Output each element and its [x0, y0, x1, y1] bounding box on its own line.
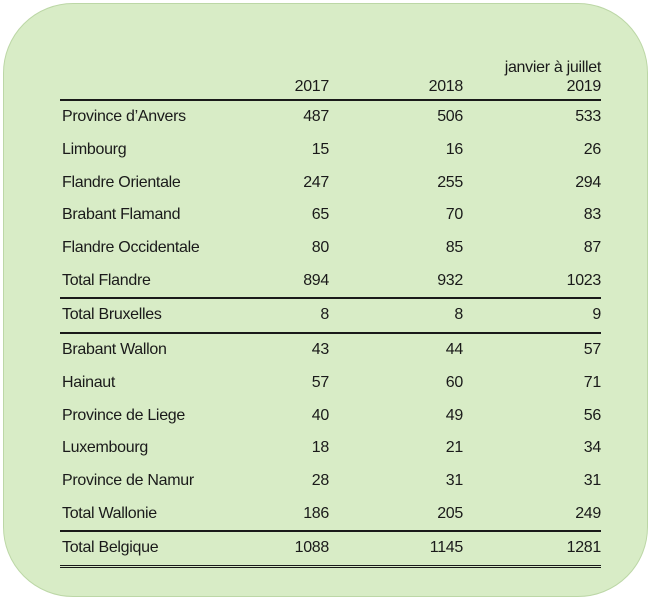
- cell-2019: 57: [583, 341, 602, 359]
- cell-2018: 8: [329, 298, 463, 334]
- row-label: Total Flandre: [60, 264, 223, 300]
- row-label: Province de Liege: [62, 406, 185, 424]
- row-label: Brabant Flamand: [62, 206, 181, 224]
- cell-2019: 294: [575, 173, 601, 191]
- cell-2018: 932: [329, 264, 463, 300]
- cell-2017: 8: [223, 298, 329, 334]
- cell-2019: 31: [583, 471, 602, 489]
- cell-2017: 894: [223, 264, 329, 300]
- table-row: Limbourg 15 16 26: [60, 134, 601, 167]
- table-row: Flandre Orientale 247 255 294: [60, 166, 601, 199]
- table-row: Flandre Occidentale 80 85 87: [60, 232, 601, 265]
- cell-2017: 186: [223, 497, 329, 532]
- cell-2018: 70: [445, 206, 464, 224]
- cell-2017: 40: [311, 406, 330, 424]
- total-row: Total Wallonie 186 205 249: [60, 497, 601, 532]
- cell-2019: 9: [463, 298, 601, 334]
- header-label-cell: [60, 58, 223, 101]
- row-label: Province de Namur: [62, 471, 194, 489]
- cell-2019: 71: [583, 373, 602, 391]
- cell-2019: 26: [583, 141, 602, 159]
- header-2017: 2017: [223, 58, 329, 101]
- cell-2018: 16: [445, 141, 464, 159]
- row-label: Hainaut: [62, 373, 116, 391]
- cell-2017: 18: [311, 439, 330, 457]
- header-2019-year: 2019: [566, 78, 602, 95]
- total-row: Total Flandre 894 932 1023: [60, 264, 601, 300]
- header-2019: janvier à juillet 2019: [463, 58, 602, 101]
- cell-2019: 56: [583, 406, 602, 424]
- cell-2018: 255: [437, 173, 463, 191]
- cell-2017: 15: [311, 141, 330, 159]
- row-label: Flandre Orientale: [62, 173, 181, 191]
- cell-2019: 1281: [463, 530, 601, 568]
- row-label: Total Wallonie: [60, 497, 223, 532]
- cell-2019: 34: [583, 439, 602, 457]
- row-label: Province d’Anvers: [62, 108, 186, 126]
- table-row: Province de Liege 40 49 56: [60, 399, 601, 432]
- cell-2018: 60: [445, 373, 464, 391]
- total-row: Total Bruxelles 8 8 9: [60, 298, 601, 334]
- cell-2018: 49: [445, 406, 464, 424]
- cell-2018: 205: [329, 497, 463, 532]
- cell-2017: 28: [311, 471, 330, 489]
- cell-2018: 1145: [329, 530, 463, 568]
- table-row: Brabant Wallon 43 44 57: [60, 333, 601, 367]
- cell-2018: 85: [445, 239, 464, 257]
- cell-2017: 1088: [223, 530, 329, 568]
- table-row: Luxembourg 18 21 34: [60, 432, 601, 465]
- cell-2018: 21: [445, 439, 464, 457]
- cell-2019: 249: [463, 497, 601, 532]
- grand-total-row: Total Belgique 1088 1145 1281: [60, 530, 601, 568]
- cell-2019: 83: [583, 206, 602, 224]
- row-label: Total Belgique: [60, 530, 223, 568]
- cell-2018: 506: [437, 108, 463, 126]
- cell-2017: 247: [303, 173, 329, 191]
- row-label: Brabant Wallon: [62, 341, 167, 359]
- table-row: Hainaut 57 60 71: [60, 367, 601, 400]
- row-label: Luxembourg: [62, 439, 148, 457]
- table-row: Province de Namur 28 31 31: [60, 465, 601, 498]
- cell-2018: 31: [445, 471, 464, 489]
- header-row: 2017 2018 janvier à juillet 2019: [60, 58, 602, 101]
- cell-2017: 43: [311, 341, 330, 359]
- cell-2018: 44: [445, 341, 464, 359]
- cell-2017: 80: [311, 239, 330, 257]
- data-table: 2017 2018 janvier à juillet 2019 Provinc…: [60, 58, 601, 568]
- row-label: Total Bruxelles: [60, 298, 223, 334]
- cell-2019: 1023: [463, 264, 601, 300]
- table-card: 2017 2018 janvier à juillet 2019 Provinc…: [3, 3, 648, 597]
- cell-2019: 533: [575, 108, 601, 126]
- row-label: Flandre Occidentale: [62, 239, 200, 257]
- cell-2017: 57: [311, 373, 330, 391]
- row-label: Limbourg: [62, 141, 127, 159]
- table-row: Brabant Flamand 65 70 83: [60, 199, 601, 232]
- header-2018: 2018: [329, 58, 463, 101]
- cell-2019: 87: [583, 239, 602, 257]
- table-row: Province d’Anvers 487 506 533: [60, 100, 601, 134]
- cell-2017: 65: [311, 206, 330, 224]
- cell-2017: 487: [303, 108, 329, 126]
- header-2019-period: janvier à juillet: [504, 59, 602, 76]
